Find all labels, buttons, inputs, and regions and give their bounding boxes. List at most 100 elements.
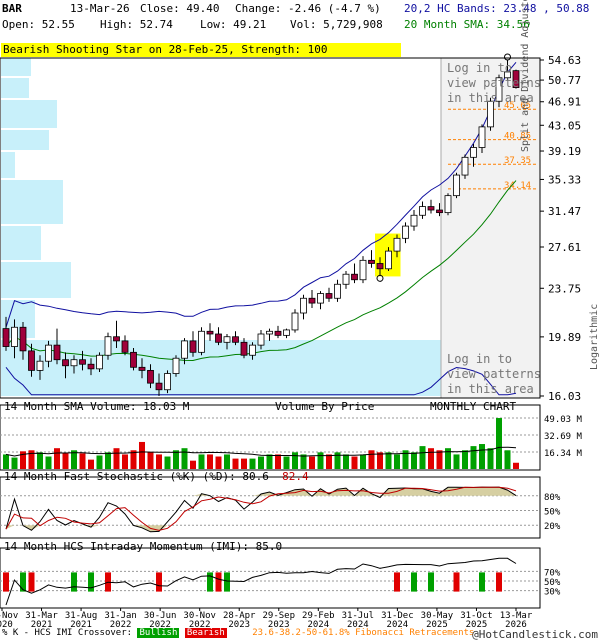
x-tick-label-top: 30-Nov [0, 611, 18, 621]
candle-bullish [249, 344, 256, 356]
candle-bullish [461, 156, 469, 176]
volume-bar [37, 452, 43, 469]
candle-bearish [28, 350, 35, 371]
imi-crossover-bullish [207, 572, 213, 592]
volume-bar [292, 452, 298, 469]
volume-sma-line [5, 446, 517, 457]
brand[interactable]: @HotCandlestick.com [472, 628, 598, 641]
volume-by-price-bar [1, 180, 63, 224]
candle-bullish [283, 329, 290, 336]
header-change: Change: -2.46 (-4.7 %) [235, 2, 381, 15]
sma-line [5, 180, 517, 362]
volume-bar [360, 454, 366, 469]
volume-bar [377, 452, 383, 469]
header-bands: 20,2 HC Bands: 23.48 , 50.88 [404, 2, 590, 15]
candle-bearish [130, 351, 137, 368]
x-tick-label-top: 30-Nov [183, 611, 216, 621]
volume-bar [28, 450, 35, 469]
volume-bar [96, 455, 103, 469]
volume-bar [54, 448, 60, 469]
x-tick-label-bottom: 2021 [70, 620, 92, 630]
volume-bar [88, 459, 94, 469]
x-tick-label-top: 31-Jan [104, 611, 137, 621]
upper-band-line [5, 61, 517, 328]
volume-bar [479, 444, 485, 469]
volume-bar [470, 446, 477, 469]
volume-bar [79, 453, 86, 469]
header-open: Open: 52.55 [2, 18, 75, 31]
x-tick-label-top: 30-May [421, 611, 454, 621]
fib-note: 23.6-38.2-50-61.8% Fibonacci Retracement… [252, 628, 475, 638]
login-note-top[interactable]: Log in to view patterns in this area [447, 61, 541, 106]
candle-bullish [495, 77, 503, 102]
x-tick-label-top: 31-Dec [381, 611, 414, 621]
volume-bar [368, 450, 375, 469]
volume-bar [45, 456, 52, 469]
footer: % K - HCS IMI Crossover: Bullish Bearish… [2, 628, 600, 641]
pattern-banner[interactable]: Bearish Shooting Star on 28-Feb-25, Stre… [1, 43, 401, 57]
volume-bar [164, 456, 171, 469]
volume-bar [258, 456, 264, 469]
candle-bearish [155, 382, 163, 391]
imi-crossover-bearish [156, 572, 162, 592]
x-tick-label-top: 13-Mar [500, 611, 533, 621]
login-line-2: view patterns [447, 76, 541, 90]
fib-level-label: 37.35 [504, 156, 531, 166]
imi-label: 14 Month HCS Intraday Momentum (IMI): 85… [4, 540, 283, 553]
volume-bar [173, 450, 179, 469]
candle-bullish [419, 206, 426, 216]
candle-bullish [478, 126, 486, 148]
volume-bar [394, 454, 400, 469]
volume-bar [453, 454, 460, 469]
header-sma: 20 Month SMA: 34.56 [404, 18, 530, 31]
candle-bullish [444, 195, 452, 214]
x-tick-label-top: 29-Feb [302, 611, 335, 621]
candle-bearish [436, 209, 443, 214]
volume-bar [156, 454, 162, 469]
stoch-label-prefix: 14 Month Fast Stochastic (%K) (%D): [4, 470, 243, 483]
x-tick-label-bottom: 2025 [426, 620, 448, 630]
pattern-marker [504, 53, 511, 61]
volume-tick-label: 32.69 M [544, 432, 583, 442]
x-tick-label-bottom: 2024 [347, 620, 369, 630]
lower-band-line [5, 366, 517, 396]
volume-by-price-bar [1, 262, 71, 298]
x-tick-label-bottom: 2026 [505, 620, 527, 630]
volume-bar [275, 454, 281, 469]
x-tick-label-top: 31-Aug [65, 611, 98, 621]
volume-bar [343, 454, 349, 469]
imi-tick-label: 70% [544, 568, 561, 578]
volume-bar [71, 450, 77, 469]
login-line-2: view patterns [447, 367, 541, 381]
volume-bar [232, 458, 239, 469]
price-tick-label: 27.61 [548, 241, 581, 254]
candle-bullish [266, 330, 273, 335]
price-tick-label: 19.89 [548, 331, 581, 344]
pattern-marker [376, 274, 384, 282]
footer-prefix: % K - HCS IMI Crossover: [2, 628, 133, 638]
volume-bar [283, 456, 290, 469]
stoch-d: 82.4 [282, 470, 309, 483]
volume-bar [207, 454, 213, 469]
volume-bar [504, 450, 511, 469]
candle-bullish [181, 340, 188, 359]
volume-bar [62, 453, 69, 469]
volume-bar [198, 454, 205, 469]
stoch-tick-label: 20% [544, 522, 561, 532]
right-axis-label: Split and Dividend Adjusted [520, 0, 531, 152]
price-tick-label: 23.75 [548, 282, 581, 295]
volume-bar [147, 452, 154, 469]
candle-bearish [308, 297, 316, 304]
header-date: 13-Mar-26 [70, 2, 130, 15]
imi-tick-label: 30% [544, 588, 561, 598]
volume-bar [428, 448, 434, 469]
candle-bullish [393, 237, 401, 252]
candle-bearish [147, 369, 154, 384]
login-note-bottom[interactable]: Log in to view patterns in this area [447, 352, 541, 397]
volume-bar [300, 454, 307, 469]
login-line-1: Log in to [447, 61, 513, 75]
bearish-badge: Bearish [184, 628, 227, 638]
candle-bullish [96, 354, 103, 370]
candle-bullish [342, 273, 350, 285]
candle-bullish [385, 250, 392, 270]
